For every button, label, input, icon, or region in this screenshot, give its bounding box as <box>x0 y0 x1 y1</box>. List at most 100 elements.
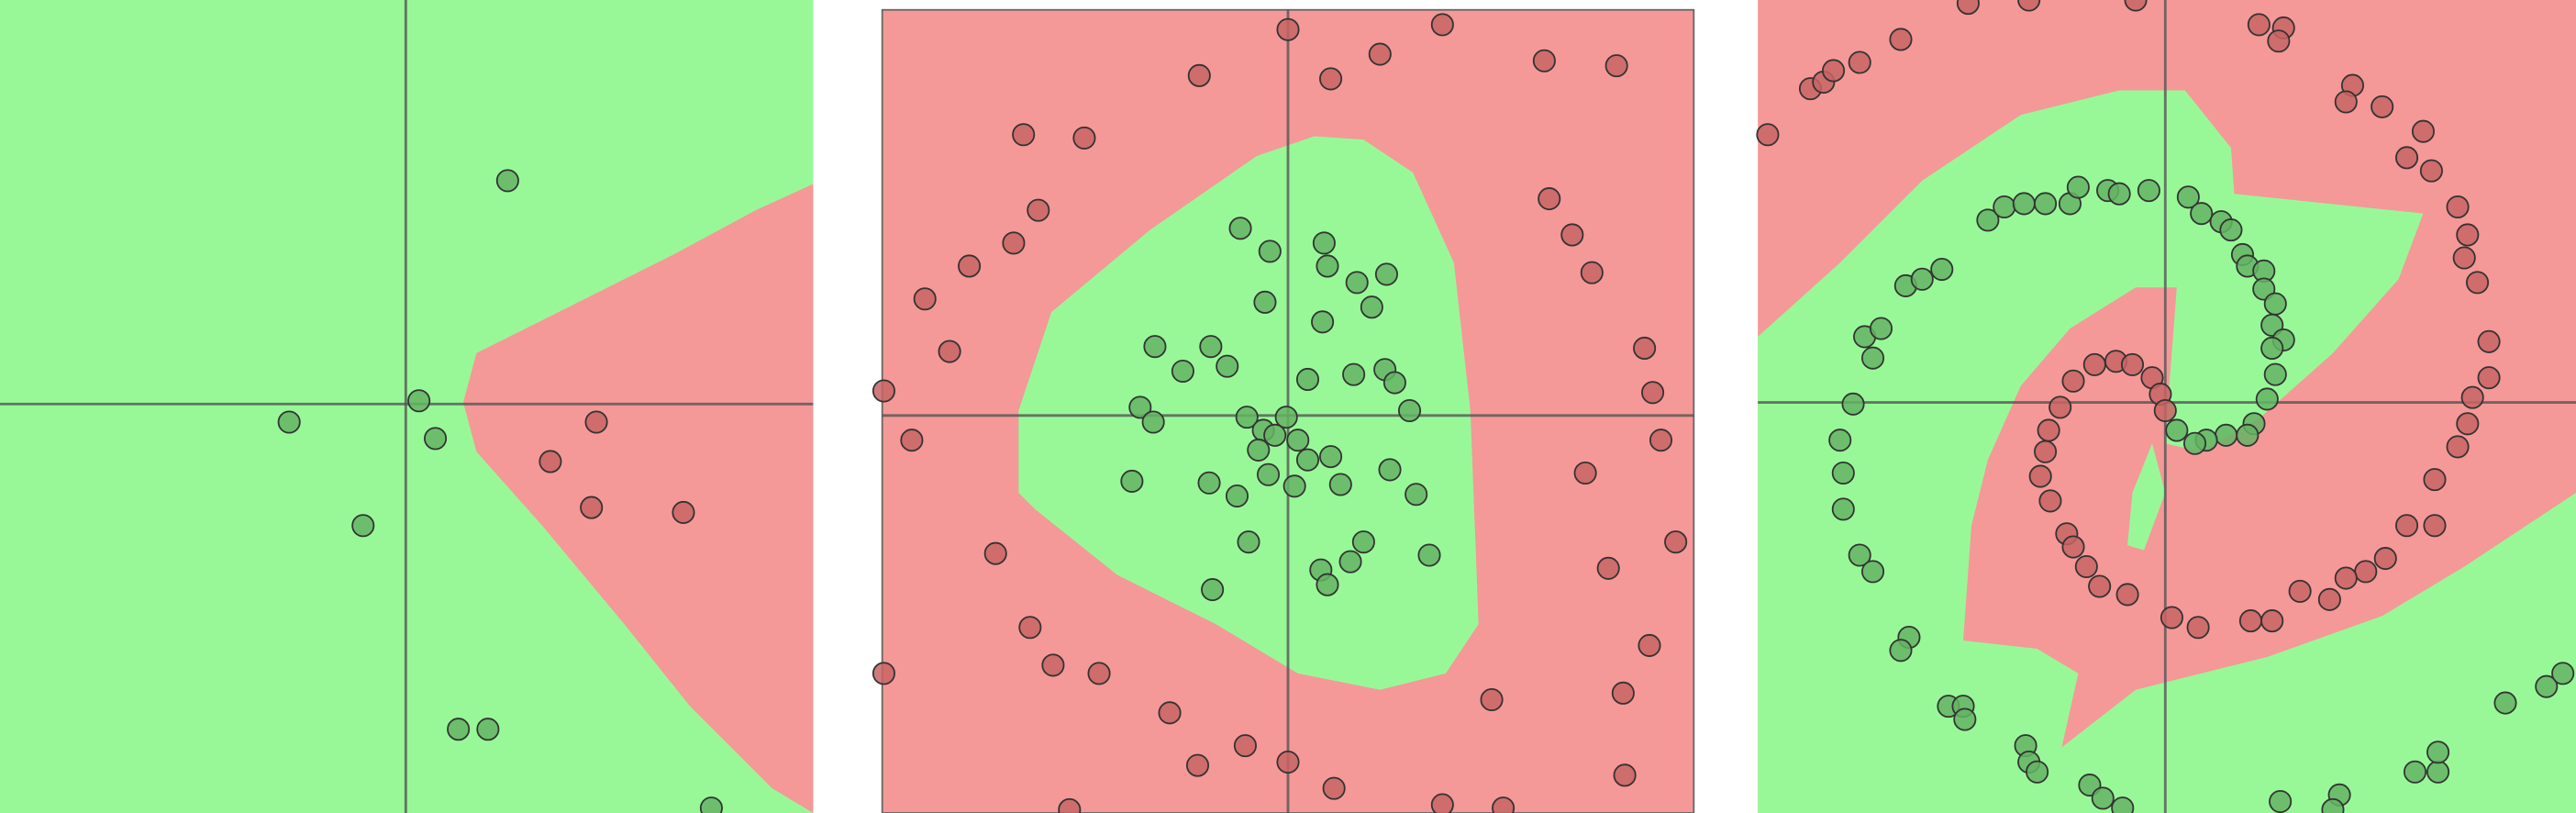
data-point <box>1235 406 1259 429</box>
data-point <box>2124 0 2148 12</box>
data-point <box>407 389 431 413</box>
data-point <box>1041 653 1065 677</box>
data-point <box>2423 468 2447 492</box>
data-point <box>424 427 448 451</box>
region-green <box>1758 90 2576 813</box>
data-point <box>1756 123 1780 147</box>
data-point <box>1143 335 1167 359</box>
data-point <box>2551 662 2575 685</box>
data-point <box>1256 462 1281 486</box>
data-point <box>2456 412 2480 436</box>
data-point <box>1869 317 1893 340</box>
data-point <box>1828 429 1852 452</box>
data-point <box>1058 797 1082 813</box>
data-point <box>1611 681 1635 705</box>
data-point <box>2354 560 2378 584</box>
data-point <box>2263 292 2287 316</box>
data-point <box>2334 566 2358 590</box>
data-point <box>1430 793 1454 813</box>
data-point <box>2066 175 2090 199</box>
data-point <box>2034 192 2058 216</box>
data-point <box>1258 239 1282 263</box>
data-point <box>1225 484 1249 508</box>
data-point <box>1405 483 1428 507</box>
data-point <box>580 496 604 519</box>
data-point <box>1351 530 1375 554</box>
data-point <box>1993 195 2016 219</box>
data-point <box>900 429 924 452</box>
data-point <box>2267 29 2291 53</box>
data-point <box>2061 535 2085 559</box>
data-point <box>938 340 961 363</box>
data-point <box>1417 543 1441 567</box>
data-point <box>1613 763 1637 787</box>
data-point <box>1128 395 1152 419</box>
data-point <box>1532 49 1556 72</box>
data-point <box>1638 633 1661 657</box>
data-point <box>1538 187 1561 211</box>
data-point <box>1604 54 1628 78</box>
data-point <box>2247 13 2271 37</box>
data-point <box>1018 616 1042 640</box>
data-point <box>1976 208 2000 232</box>
data-point <box>1480 687 1504 712</box>
data-point <box>1860 346 1885 370</box>
data-point <box>2317 587 2341 611</box>
data-point <box>2477 366 2501 390</box>
data-point <box>1860 560 1885 584</box>
data-point <box>351 514 375 538</box>
data-point <box>2034 440 2058 463</box>
data-point <box>2446 435 2470 459</box>
data-point <box>1374 262 1398 286</box>
data-point <box>1276 750 1300 774</box>
data-point <box>1382 371 1406 395</box>
data-point <box>1247 438 1271 462</box>
panel-3-regions <box>1758 0 2576 813</box>
data-point <box>1286 429 1310 452</box>
data-point <box>1120 469 1144 493</box>
data-point <box>2466 271 2490 295</box>
data-point <box>983 541 1007 565</box>
data-point <box>2107 182 2131 206</box>
data-point <box>1316 254 1339 278</box>
data-point <box>2137 179 2160 203</box>
data-point <box>672 500 695 524</box>
region-red <box>463 184 814 813</box>
data-point <box>2017 0 2041 12</box>
data-point <box>1201 578 1225 602</box>
data-point <box>1338 550 1362 574</box>
data-point <box>1848 543 1871 567</box>
data-point <box>2456 223 2480 247</box>
data-point <box>1831 461 1855 485</box>
data-point <box>1573 461 1597 485</box>
data-point <box>1295 367 1320 391</box>
data-point <box>2182 431 2207 455</box>
data-point <box>2111 796 2135 813</box>
data-point <box>1087 662 1111 685</box>
data-point <box>2074 554 2098 579</box>
data-point <box>872 662 895 685</box>
data-point <box>2460 385 2484 409</box>
data-point <box>1295 448 1320 472</box>
data-point <box>2411 119 2435 143</box>
data-point <box>2288 579 2312 603</box>
data-point <box>1253 290 1277 314</box>
data-point <box>2165 418 2189 442</box>
data-point <box>1197 471 1221 495</box>
data-point <box>2373 547 2397 571</box>
data-point <box>1596 556 1620 580</box>
data-point <box>2260 609 2284 633</box>
data-point <box>2160 606 2183 629</box>
data-point <box>2091 786 2115 810</box>
data-point <box>2115 583 2139 607</box>
data-point <box>1185 753 1210 777</box>
data-point <box>1956 0 1980 16</box>
data-point <box>447 718 471 741</box>
data-point <box>2255 387 2279 411</box>
data-point <box>2426 741 2450 764</box>
data-point <box>2493 691 2517 715</box>
data-point <box>1822 59 1846 83</box>
data-point <box>1649 429 1673 452</box>
data-point <box>1397 398 1422 423</box>
